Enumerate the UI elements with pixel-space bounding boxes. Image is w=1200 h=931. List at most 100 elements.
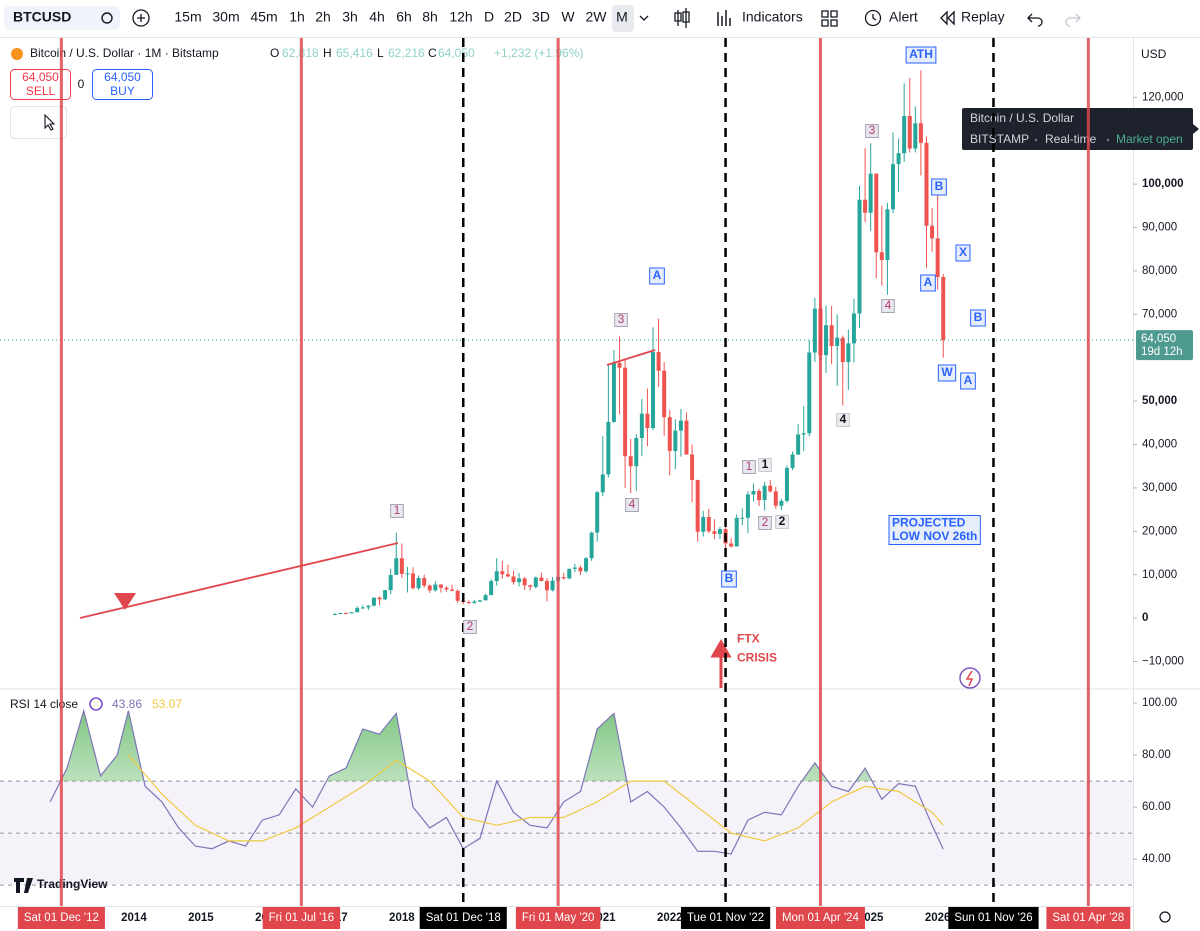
interval-button[interactable]: 3h <box>342 9 358 25</box>
indicators-button[interactable]: Indicators <box>742 9 803 25</box>
indicators-icon[interactable] <box>717 10 731 26</box>
annotation-text: 4 <box>840 412 847 426</box>
cycle-label: Sat 01 Dec '18 <box>426 912 501 924</box>
annotation: 2 <box>463 619 477 634</box>
candle-body <box>517 578 522 583</box>
interval-button[interactable]: 3D <box>532 9 550 25</box>
interval-button[interactable]: M <box>616 9 628 25</box>
annotation-text: 1 <box>746 459 753 473</box>
rsi-tick-label: 80.00 <box>1142 749 1171 761</box>
annotation-box <box>775 515 789 529</box>
annotation-box <box>970 309 986 327</box>
rsi-tick-label: 60.00 <box>1142 801 1171 813</box>
settings-button[interactable] <box>1159 911 1171 923</box>
annotation-box <box>931 178 947 196</box>
annotation-text: A <box>653 268 662 282</box>
candle-body <box>550 580 555 591</box>
interval-button[interactable]: 2h <box>315 9 331 25</box>
rsi-settings-icon[interactable] <box>89 697 103 711</box>
separator-dot <box>1034 138 1038 142</box>
lightning-bolt <box>965 670 974 687</box>
candle-body <box>695 480 700 532</box>
candle-body <box>673 430 678 452</box>
candle-body <box>494 571 499 582</box>
interval-button[interactable]: 2W <box>586 9 608 25</box>
y-tick-label: 100,000 <box>1142 178 1184 190</box>
annotation-box <box>881 299 895 313</box>
annotation-text: 4 <box>885 298 892 312</box>
annotation: B <box>931 178 947 196</box>
annotation: 2 <box>758 515 772 530</box>
interval-button[interactable]: 4h <box>369 9 385 25</box>
interval-button[interactable]: 15m <box>174 9 201 25</box>
candle-body <box>851 313 856 344</box>
compare-icon[interactable] <box>101 12 113 24</box>
candle-body <box>773 491 778 506</box>
add-symbol-button[interactable] <box>132 9 150 27</box>
cursor-tool[interactable] <box>44 113 56 131</box>
tooltip-title: Bitcoin / U.S. Dollar <box>970 111 1074 125</box>
candle-body <box>477 600 482 602</box>
buy-button[interactable] <box>92 69 153 100</box>
interval-menu[interactable] <box>639 15 649 21</box>
interval-button[interactable]: 12h <box>449 9 472 25</box>
candle-body <box>600 474 605 493</box>
candle-body <box>824 325 829 356</box>
rsi-line <box>49 708 944 855</box>
candle-body <box>483 595 488 601</box>
candle-body <box>500 571 505 575</box>
chart-type-button[interactable] <box>674 8 690 28</box>
candle-body <box>472 601 477 604</box>
layouts-button[interactable] <box>821 10 838 27</box>
lightning-icon[interactable] <box>959 667 981 689</box>
interval-button[interactable]: 6h <box>396 9 412 25</box>
tradingview-logo: TradingView <box>37 877 108 891</box>
annotation-text: B <box>725 571 734 585</box>
annotation-text: FTX <box>737 632 760 646</box>
ohlc-value: 62,216 <box>388 46 425 60</box>
replay-icon[interactable] <box>940 10 955 26</box>
candle-body <box>405 573 410 575</box>
alert-button[interactable]: Alert <box>889 9 918 25</box>
y-tick-label: 40,000 <box>1142 439 1177 451</box>
candle-body <box>422 577 427 586</box>
candle-body <box>740 517 745 519</box>
candle-body <box>444 587 449 590</box>
interval-button[interactable]: 1h <box>289 9 305 25</box>
candle-body <box>840 337 845 363</box>
candle-body <box>835 337 840 346</box>
annotation-text: B <box>935 179 944 193</box>
candle-body <box>578 567 583 572</box>
candle-body <box>762 485 767 501</box>
candle-body <box>388 574 393 591</box>
interval-button[interactable]: 2D <box>504 9 522 25</box>
candle-body <box>874 173 879 253</box>
symbol-search[interactable] <box>4 6 120 30</box>
redo-button[interactable] <box>1065 13 1081 27</box>
interval-button[interactable]: 8h <box>422 9 438 25</box>
interval-button[interactable]: 30m <box>212 9 239 25</box>
annotation-text: W <box>941 365 953 379</box>
sell-button[interactable] <box>10 69 71 100</box>
interval-button[interactable]: 45m <box>250 9 277 25</box>
annotation-text: 3 <box>869 123 876 137</box>
candle-body <box>790 454 795 468</box>
interval-button[interactable]: W <box>561 9 575 25</box>
undo-button[interactable] <box>1027 13 1043 27</box>
y-tick-label: 120,000 <box>1142 91 1184 103</box>
cycle-label-box <box>680 907 771 929</box>
annotation-box <box>390 504 404 518</box>
candle-body <box>701 516 706 532</box>
interval-button[interactable]: D <box>484 9 494 25</box>
candle-body <box>589 532 594 559</box>
cycle-label: Tue 01 Nov '22 <box>687 912 764 924</box>
replay-button[interactable]: Replay <box>961 9 1005 25</box>
candle-body <box>918 123 923 143</box>
candle-body <box>734 517 739 547</box>
candle-body <box>411 573 416 589</box>
alert-icon[interactable] <box>864 9 882 27</box>
annotation-box <box>649 267 665 285</box>
